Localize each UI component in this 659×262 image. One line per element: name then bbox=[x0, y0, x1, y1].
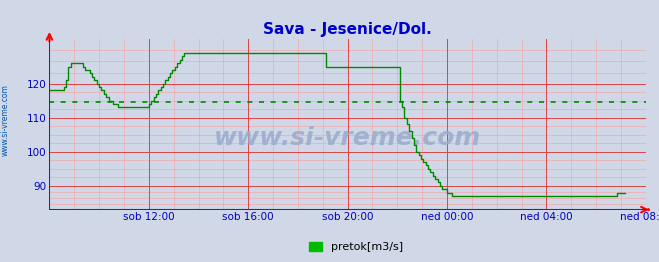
Text: www.si-vreme.com: www.si-vreme.com bbox=[1, 85, 10, 156]
Legend: pretok[m3/s]: pretok[m3/s] bbox=[304, 237, 407, 256]
Title: Sava - Jesenice/Dol.: Sava - Jesenice/Dol. bbox=[263, 22, 432, 37]
Text: www.si-vreme.com: www.si-vreme.com bbox=[214, 126, 481, 150]
